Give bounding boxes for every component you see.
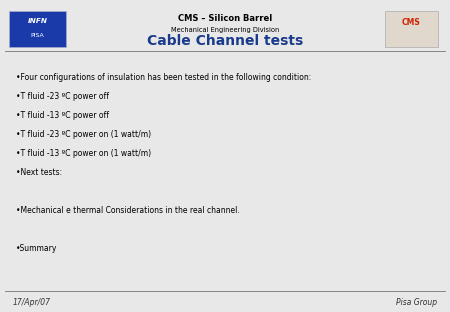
Text: PISA: PISA (31, 32, 45, 37)
Text: •T fluid -13 ºC power on (1 watt/m): •T fluid -13 ºC power on (1 watt/m) (15, 149, 151, 158)
Text: •Mechanical e thermal Considerations in the real channel.: •Mechanical e thermal Considerations in … (15, 206, 239, 215)
Text: INFN: INFN (27, 18, 48, 24)
Text: •Four configurations of insulation has been tested in the following condition:: •Four configurations of insulation has b… (15, 73, 311, 82)
Text: •Summary: •Summary (15, 244, 57, 253)
Text: •T fluid -23 ºC power on (1 watt/m): •T fluid -23 ºC power on (1 watt/m) (15, 130, 151, 139)
Text: 17/Apr/07: 17/Apr/07 (13, 298, 50, 307)
Text: Mechanical Engineering Division: Mechanical Engineering Division (171, 27, 279, 33)
Text: •T fluid -13 ºC power off: •T fluid -13 ºC power off (15, 111, 108, 120)
Text: CMS – Silicon Barrel: CMS – Silicon Barrel (178, 14, 272, 23)
Text: •T fluid -23 ºC power off: •T fluid -23 ºC power off (15, 92, 108, 101)
Text: •Next tests:: •Next tests: (15, 168, 62, 177)
FancyBboxPatch shape (9, 11, 66, 46)
FancyBboxPatch shape (385, 11, 437, 46)
Text: CMS: CMS (402, 18, 420, 27)
Text: Pisa Group: Pisa Group (396, 298, 437, 307)
Text: Cable Channel tests: Cable Channel tests (147, 34, 303, 48)
